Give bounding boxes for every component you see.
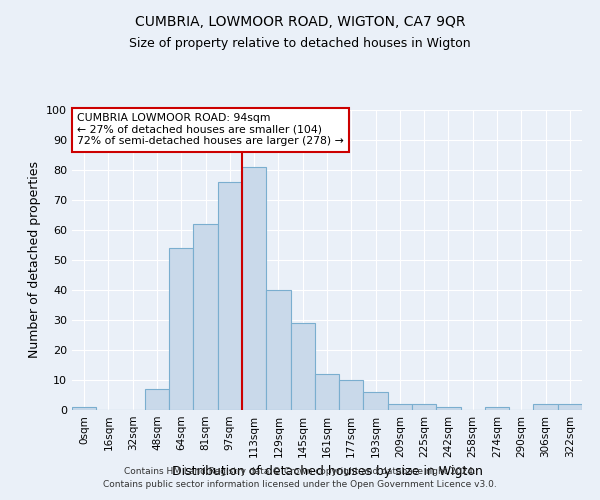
Bar	[388, 404, 412, 410]
Text: Contains public sector information licensed under the Open Government Licence v3: Contains public sector information licen…	[103, 480, 497, 489]
Bar	[412, 404, 436, 410]
Bar	[266, 290, 290, 410]
Bar	[218, 182, 242, 410]
Bar	[533, 404, 558, 410]
Bar	[315, 374, 339, 410]
Bar	[72, 407, 96, 410]
Bar	[364, 392, 388, 410]
Text: CUMBRIA LOWMOOR ROAD: 94sqm
← 27% of detached houses are smaller (104)
72% of se: CUMBRIA LOWMOOR ROAD: 94sqm ← 27% of det…	[77, 113, 344, 146]
Bar	[558, 404, 582, 410]
X-axis label: Distribution of detached houses by size in Wigton: Distribution of detached houses by size …	[172, 466, 482, 478]
Bar	[193, 224, 218, 410]
Text: CUMBRIA, LOWMOOR ROAD, WIGTON, CA7 9QR: CUMBRIA, LOWMOOR ROAD, WIGTON, CA7 9QR	[135, 15, 465, 29]
Text: Size of property relative to detached houses in Wigton: Size of property relative to detached ho…	[129, 38, 471, 51]
Bar	[242, 167, 266, 410]
Bar	[145, 389, 169, 410]
Y-axis label: Number of detached properties: Number of detached properties	[28, 162, 41, 358]
Bar	[169, 248, 193, 410]
Bar	[436, 407, 461, 410]
Bar	[485, 407, 509, 410]
Bar	[290, 323, 315, 410]
Bar	[339, 380, 364, 410]
Text: Contains HM Land Registry data © Crown copyright and database right 2024.: Contains HM Land Registry data © Crown c…	[124, 468, 476, 476]
